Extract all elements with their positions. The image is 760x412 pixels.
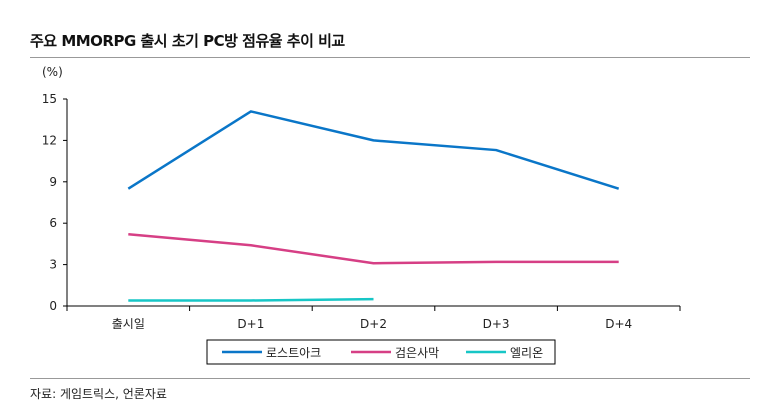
x-tick-label: D+1 xyxy=(237,317,264,331)
title-divider xyxy=(30,57,750,58)
series-line xyxy=(127,110,620,190)
x-tick-label: D+3 xyxy=(483,317,510,331)
series-line xyxy=(128,297,374,302)
y-tick-label: 0 xyxy=(49,299,57,313)
y-tick-label: 15 xyxy=(42,92,57,106)
source-divider xyxy=(30,378,750,379)
chart-title: 주요 MMORPG 출시 초기 PC방 점유율 추이 비교 xyxy=(30,32,345,50)
legend-label: 로스트아크 xyxy=(266,346,321,360)
x-tick-label: D+2 xyxy=(360,317,387,331)
y-tick-label: 6 xyxy=(49,216,57,230)
x-tick-label: 출시일 xyxy=(112,317,145,331)
legend-label: 검은사막 xyxy=(395,346,439,360)
y-tick-label: 12 xyxy=(42,133,57,147)
y-axis-label: (%) xyxy=(42,65,63,79)
legend-label: 엘리온 xyxy=(510,346,543,360)
y-tick-label: 9 xyxy=(49,175,57,189)
x-tick-label: D+4 xyxy=(605,317,632,331)
series-line xyxy=(128,232,619,265)
y-tick-label: 3 xyxy=(49,258,57,272)
source-note: 자료: 게임트릭스, 언론자료 xyxy=(30,387,167,401)
